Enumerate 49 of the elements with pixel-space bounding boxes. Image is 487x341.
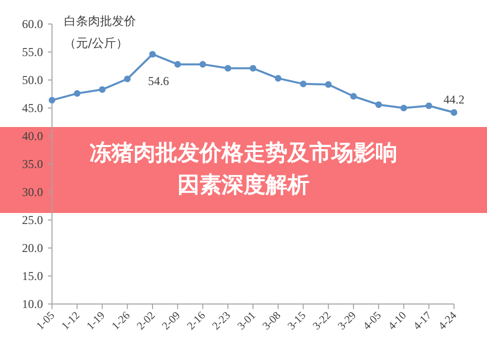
- point: [375, 101, 382, 108]
- y-tick-label: 45.0: [22, 101, 43, 115]
- x-tick-label: 3-08: [260, 309, 284, 332]
- x-tick-label: 3-29: [336, 309, 359, 332]
- point: [450, 109, 458, 116]
- y-tick-label: 15.0: [22, 269, 43, 283]
- x-tick-label: 2-16: [185, 309, 208, 332]
- data-label: 44.2: [444, 92, 464, 106]
- x-tick-label: 4-24: [436, 309, 460, 332]
- data-label: 54.6: [148, 74, 169, 88]
- point: [325, 81, 332, 88]
- point: [98, 86, 106, 93]
- point: [350, 92, 357, 100]
- y-tick-label: 25.0: [22, 213, 43, 227]
- y-tick-label: 35.0: [22, 157, 43, 171]
- y-tick-label: 50.0: [22, 73, 43, 87]
- point: [124, 76, 131, 82]
- x-tick-label: 2-09: [160, 309, 184, 332]
- point: [400, 104, 408, 112]
- x-tick-label: 2-23: [210, 309, 234, 332]
- annotation: 冻猪肉批发价格走势及市场影响因素深度解析: [88, 140, 398, 200]
- point: [199, 61, 206, 68]
- x-tick-label: 4-10: [386, 309, 410, 332]
- y-tick-label: 10.0: [22, 297, 43, 311]
- point: [174, 61, 181, 68]
- y-tick-label: 30.0: [22, 185, 43, 199]
- x-tick-label: 1-05: [34, 309, 58, 332]
- point: [250, 64, 256, 72]
- point: [274, 75, 282, 82]
- x-tick-label: 3-22: [310, 310, 334, 332]
- y-tick-label: 60.0: [22, 17, 43, 31]
- x-tick-label: 4-17: [411, 309, 434, 332]
- y-axis-title: 白条肉批发价（元/公斤）: [64, 13, 137, 52]
- point: [74, 90, 80, 97]
- x-tick-label: 1-26: [110, 309, 133, 332]
- x-tick-label: 2-02: [134, 310, 158, 332]
- y-tick-label: 40.0: [22, 129, 43, 143]
- x-tick-label: 3-15: [286, 309, 309, 332]
- y-tick-label: 55.0: [22, 45, 43, 59]
- point: [48, 96, 56, 104]
- x-tick-label: 1-12: [59, 310, 82, 332]
- x-tick-label: 3-01: [235, 310, 258, 332]
- point: [149, 50, 156, 58]
- x-tick-label: 1-19: [84, 309, 108, 332]
- point: [426, 102, 432, 110]
- y-tick-label: 20.0: [22, 241, 43, 255]
- point: [300, 80, 307, 88]
- point: [224, 64, 232, 72]
- x-tick-label: 4-05: [360, 309, 384, 332]
